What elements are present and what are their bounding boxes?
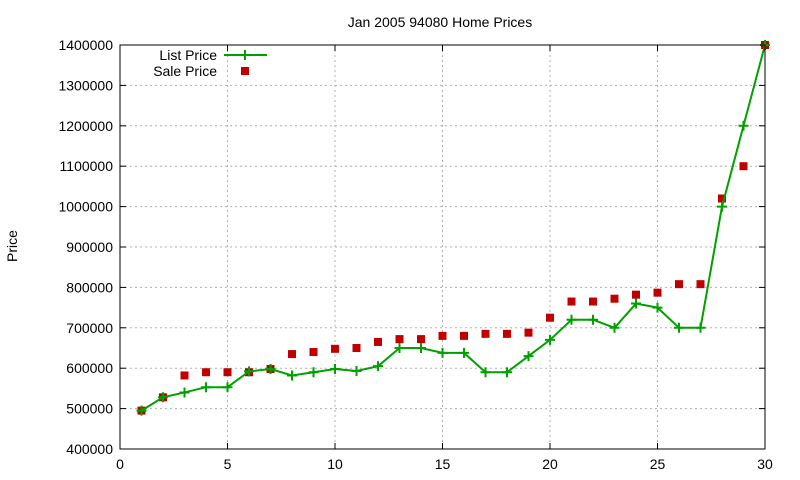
chart-title: Jan 2005 94080 Home Prices <box>348 14 532 30</box>
sale-price-point <box>374 337 382 346</box>
x-tick-label: 30 <box>757 456 773 472</box>
list-price-point <box>631 298 641 309</box>
x-tick-label: 15 <box>435 456 451 472</box>
list-price-point <box>201 382 211 393</box>
plot-frame <box>119 44 766 450</box>
x-tick-label: 10 <box>327 456 343 472</box>
list-price-point <box>179 387 190 398</box>
y-axis-label: Price <box>4 230 20 262</box>
list-price-point <box>351 366 362 377</box>
sale-price-point <box>675 280 683 289</box>
list-price-point <box>738 120 749 131</box>
list-price-point <box>136 405 147 416</box>
list-price-point <box>373 361 383 372</box>
sale-price-point <box>739 162 748 171</box>
legend-label-list-price: List Price <box>159 47 217 63</box>
list-price-point <box>459 347 469 358</box>
y-tick-label: 1200000 <box>58 118 113 134</box>
series-layer <box>136 40 770 416</box>
list-price-point <box>609 322 620 333</box>
y-tick-label: 1100000 <box>60 158 114 174</box>
list-price-point <box>717 201 727 212</box>
sale-price-point <box>567 297 576 306</box>
y-tick-label: 1300000 <box>58 77 113 93</box>
x-tick-label: 5 <box>224 456 232 472</box>
list-price-point <box>674 322 684 333</box>
sale-price-point <box>309 348 318 357</box>
y-tick-label: 800000 <box>66 279 113 295</box>
list-price-point <box>480 367 491 378</box>
list-price-point <box>244 366 254 377</box>
list-price-point <box>695 322 706 333</box>
y-tick-label: 1400000 <box>58 37 113 53</box>
sale-price-point <box>589 297 597 306</box>
y-tick-label: 400000 <box>66 441 113 457</box>
sale-price-point <box>417 335 425 344</box>
sale-price-point <box>331 344 339 353</box>
grid <box>120 45 765 449</box>
sale-price-point <box>288 350 296 359</box>
sale-price-point <box>481 329 490 338</box>
list-price-point <box>588 314 598 325</box>
sale-price-point <box>202 368 210 377</box>
sale-price-point <box>718 194 726 203</box>
sale-price-point <box>438 331 447 340</box>
legend: List Price Sale Price <box>153 47 267 79</box>
list-price-point <box>265 364 276 375</box>
legend-marker-list-price <box>240 50 250 60</box>
sale-price-point <box>460 331 468 340</box>
axis-ticks <box>119 44 766 450</box>
y-tick-label: 1000000 <box>58 199 113 215</box>
list-price-point <box>394 343 405 353</box>
sale-price-point <box>395 335 404 344</box>
sale-price-point <box>524 328 533 337</box>
list-price-point <box>652 302 663 313</box>
x-tick-label: 0 <box>116 456 124 472</box>
legend-marker-sale-price <box>241 67 249 75</box>
x-tick-label: 25 <box>650 456 666 472</box>
list-price-point <box>437 347 448 358</box>
sale-price-point <box>632 290 640 299</box>
list-price-point <box>566 314 577 325</box>
sale-price-point <box>653 288 662 297</box>
y-tick-label: 600000 <box>66 360 113 376</box>
sale-price-point <box>546 313 554 322</box>
list-price-point <box>545 334 555 345</box>
list-price-point <box>502 367 512 378</box>
sale-price-point <box>503 329 511 338</box>
list-price-point <box>158 392 168 403</box>
list-price-point <box>330 364 340 375</box>
list-price-point <box>222 382 233 393</box>
y-tick-label: 700000 <box>66 320 113 336</box>
sale-price-point <box>696 280 705 289</box>
sale-price-point <box>610 294 619 303</box>
x-tick-label: 20 <box>542 456 558 472</box>
list-price-point <box>416 343 426 353</box>
sale-price-point <box>352 344 361 352</box>
list-price-point <box>287 370 297 381</box>
sale-price-point <box>223 368 232 377</box>
list-price-line <box>140 44 766 412</box>
list-price-point <box>308 367 319 378</box>
sale-price-point <box>180 371 189 380</box>
list-price-point <box>523 351 534 362</box>
y-tick-label: 500000 <box>66 401 113 417</box>
y-tick-label: 900000 <box>66 239 113 255</box>
legend-label-sale-price: Sale Price <box>153 63 217 79</box>
tick-labels: 400000 500000 600000 700000 800000 900000 1000… <box>58 37 773 472</box>
